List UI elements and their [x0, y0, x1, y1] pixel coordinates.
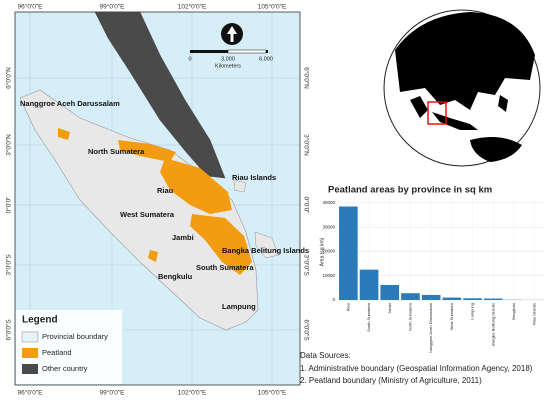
- north-arrow-pointer: [227, 26, 237, 42]
- latitude-label: 3°0'0"N: [302, 134, 310, 156]
- latitude-label: 0°0'0": [302, 197, 310, 215]
- y-tick-label: 0: [332, 297, 335, 302]
- x-tick-label: South Sumatera: [366, 302, 371, 332]
- bar: [401, 293, 420, 300]
- y-tick-label: 20000: [322, 249, 335, 254]
- scale-bar: [190, 50, 228, 53]
- sources-title: Data Sources:: [300, 351, 351, 360]
- bar: [421, 294, 441, 300]
- longitude-label: 96°0'0"E: [18, 3, 44, 11]
- legend-swatch: [22, 364, 38, 374]
- y-tick-label: 40000: [322, 200, 335, 205]
- legend-swatch: [22, 348, 38, 358]
- bar: [463, 298, 482, 300]
- place-label: Nanggroe Aceh Darussalam: [20, 99, 120, 108]
- latitude-label: 6°0'0"S: [302, 319, 310, 341]
- map-labels: 96°0'0"E 96°0'0"E 99°0'0"E 99°0'0"E 102°0'0"…: [5, 3, 311, 397]
- longitude-label: 102°0'0"E: [178, 389, 207, 397]
- x-tick-label: Riau Islands: [532, 303, 537, 325]
- place-label: North Sumatera: [88, 147, 145, 156]
- sumatra: [19, 89, 259, 331]
- scale-unit: Kilometers: [215, 63, 241, 69]
- latitude-label: 3°0'0"N: [5, 134, 13, 156]
- place-label: Lampung: [222, 302, 256, 311]
- latitude-label: 0°0'0": [5, 196, 13, 214]
- latitude-label: 6°0'0"N: [302, 67, 310, 89]
- x-tick-label: Nanggroe Aceh Darussalam: [428, 302, 433, 353]
- bar: [359, 269, 379, 300]
- bar: [442, 297, 462, 300]
- latitude-label: 6°0'0"N: [5, 67, 13, 89]
- x-tick-label: West Sumatera: [449, 302, 454, 330]
- bar: [483, 298, 503, 300]
- x-tick-label: Riau: [345, 303, 350, 311]
- y-tick-label: 10000: [322, 273, 335, 278]
- longitude-label: 105°0'0"E: [258, 3, 287, 11]
- latitude-label: 3°0'0"S: [5, 254, 13, 276]
- y-axis-label: Area (sq km): [319, 237, 325, 266]
- latitude-label: 3°0'0"S: [302, 254, 310, 276]
- scale-label: 6,000: [259, 56, 273, 62]
- place-label: Bengkulu: [158, 272, 193, 281]
- longitude-label: 96°0'0"E: [18, 389, 44, 397]
- bar: [380, 284, 400, 300]
- legend-label: Provincial boundary: [42, 332, 108, 341]
- x-tick-label: Bangka Belitung Islands: [490, 303, 495, 346]
- bar-chart: 0 10000 20000 30000 40000 Riau South Sumatera J…: [322, 198, 545, 353]
- globe-land: [395, 12, 535, 162]
- x-tick-label: North Sumatera: [408, 302, 413, 331]
- y-tick-label: 30000: [322, 224, 335, 229]
- scale-label: 0: [188, 56, 191, 62]
- legend-label: Other country: [42, 364, 88, 373]
- longitude-label: 99°0'0"E: [100, 389, 126, 397]
- legend-label: Peatland: [42, 348, 72, 357]
- place-label: Riau: [157, 186, 174, 195]
- place-label: South Sumatera: [196, 263, 254, 272]
- riau-island: [233, 179, 247, 193]
- scale-bar: [227, 49, 267, 54]
- place-label: Bangka Belitung Islands: [222, 246, 309, 255]
- x-tick-label: Lampung: [470, 303, 475, 320]
- source-item: 1. Administrative boundary (Geospatial I…: [300, 364, 533, 373]
- scale-bar: [266, 50, 268, 53]
- place-label: West Sumatera: [120, 210, 175, 219]
- source-item: 2. Peatland boundary (Ministry of Agricu…: [300, 376, 482, 385]
- legend-title: Legend: [22, 315, 58, 326]
- bar: [339, 206, 358, 300]
- latitude-label: 6°0'0"S: [5, 319, 13, 341]
- x-tick-label: Jambi: [387, 303, 392, 314]
- chart-title: Peatland areas by province in sq km: [328, 185, 492, 196]
- x-tick-label: Bengkulu: [511, 303, 516, 320]
- longitude-label: 102°0'0"E: [178, 3, 207, 11]
- place-label: Riau Islands: [232, 173, 276, 182]
- place-label: Jambi: [172, 233, 194, 242]
- longitude-label: 105°0'0"E: [258, 389, 287, 397]
- bangka-island: [254, 231, 279, 259]
- malay-peninsula: [94, 11, 226, 179]
- legend-swatch: [21, 331, 39, 343]
- scale-label: 3,000: [221, 56, 235, 62]
- inset-locator: [427, 101, 447, 125]
- longitude-label: 99°0'0"E: [100, 3, 126, 11]
- peatland-areas: [58, 128, 252, 275]
